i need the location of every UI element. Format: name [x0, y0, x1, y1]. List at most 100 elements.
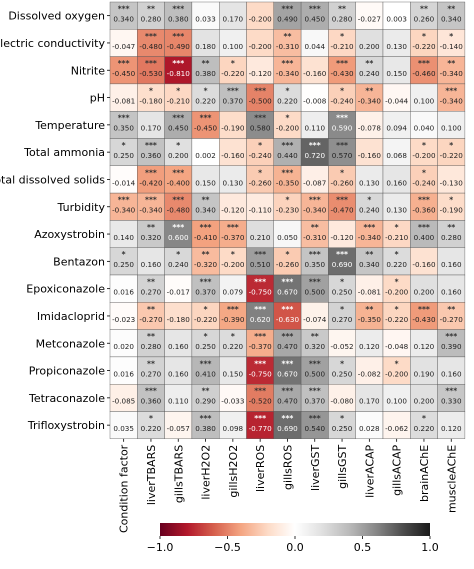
cell-value-label: 0.540	[304, 424, 325, 433]
heatmap-cell	[109, 165, 138, 194]
significance-stars: ***	[254, 250, 266, 259]
row-label: Epoxiconazole	[26, 283, 105, 296]
heatmap-cell	[300, 356, 329, 385]
significance-stars: **	[365, 250, 373, 259]
cell-value-label: 0.130	[223, 178, 244, 187]
cell-value-label: -0.160	[358, 151, 382, 160]
cell-value-label: 0.035	[113, 424, 134, 433]
significance-stars: *	[258, 141, 262, 150]
cell-value-label: 0.170	[223, 15, 244, 24]
heatmap-cell	[137, 1, 165, 30]
column-label: gillsH2O2	[227, 445, 240, 498]
heatmap-cell	[355, 83, 384, 112]
heatmap-cell	[246, 356, 274, 385]
heatmap-cell	[164, 29, 193, 57]
heatmap-cell	[410, 83, 438, 112]
heatmap-cell	[437, 83, 466, 112]
significance-stars: *	[285, 196, 289, 205]
cell-value-label: 0.020	[113, 342, 134, 351]
significance-stars: ***	[254, 114, 266, 123]
cell-value-label: 0.250	[113, 151, 134, 160]
cell-value-label: -0.110	[249, 206, 273, 215]
significance-stars: ***	[336, 59, 348, 68]
colorbar-tick-label: 0.5	[354, 541, 372, 554]
cell-value-label: 0.340	[113, 15, 134, 24]
significance-stars: *	[449, 196, 453, 205]
significance-stars: *	[340, 86, 344, 95]
heatmap-cell	[355, 138, 384, 166]
cell-value-label: -0.360	[412, 206, 436, 215]
heatmap-cell	[191, 29, 220, 57]
heatmap-cell	[137, 411, 165, 439]
cell-value-label: -0.120	[221, 206, 245, 215]
row-label: Metconazole	[36, 337, 106, 350]
cell-value-label: 0.190	[414, 369, 435, 378]
heatmap-cell	[328, 274, 356, 303]
cell-value-label: 0.670	[277, 288, 298, 297]
significance-stars: *	[422, 414, 426, 423]
heatmap-cell	[191, 220, 220, 248]
significance-stars: ***	[145, 59, 157, 68]
column-label: Condition factor	[118, 444, 131, 533]
cell-value-label: 0.210	[250, 233, 271, 242]
significance-stars: **	[147, 223, 155, 232]
heatmap-cell	[382, 192, 411, 221]
cell-value-label: 0.160	[168, 342, 189, 351]
cell-value-label: -0.340	[303, 206, 327, 215]
column-label: gillsTBARS	[172, 445, 185, 503]
heatmap-cell	[328, 356, 356, 385]
heatmap-cell	[191, 110, 220, 139]
cell-value-label: -0.260	[276, 260, 300, 269]
cell-value-label: 0.250	[113, 260, 134, 269]
heatmap-cell	[300, 220, 329, 248]
cell-value-label: -0.340	[440, 96, 464, 105]
cell-value-label: 0.200	[414, 288, 435, 297]
heatmap-cell	[437, 56, 466, 85]
cell-value-label: 0.110	[168, 397, 189, 406]
significance-stars: ***	[309, 141, 321, 150]
significance-stars: ***	[445, 387, 457, 396]
cell-value-label: 0.068	[386, 151, 407, 160]
heatmap-cell	[218, 29, 247, 57]
heatmap-cell	[191, 192, 220, 221]
cell-value-label: -0.630	[276, 315, 300, 324]
heatmap-cell	[191, 138, 220, 166]
cell-value-label: 0.320	[141, 233, 162, 242]
cell-value-label: -0.087	[303, 178, 326, 187]
significance-stars: ***	[418, 305, 430, 314]
cell-value-label: -0.470	[330, 206, 354, 215]
heatmap-cell	[437, 274, 466, 303]
significance-stars: ***	[118, 114, 130, 123]
heatmap-cell	[328, 83, 356, 112]
cell-value-label: -0.480	[139, 42, 163, 51]
heatmap-cell	[218, 138, 247, 166]
heatmap-cell	[410, 329, 438, 358]
cell-value-label: -0.220	[385, 315, 409, 324]
cell-value-label: 0.290	[195, 397, 216, 406]
significance-stars: ***	[200, 114, 212, 123]
cell-value-label: 0.580	[250, 124, 271, 133]
heatmap-cell	[218, 56, 247, 85]
heatmap-cell	[246, 165, 274, 194]
cell-value-label: -0.200	[385, 369, 409, 378]
significance-stars: ***	[282, 59, 294, 68]
heatmap-cell	[191, 1, 220, 30]
cell-value-label: -0.750	[249, 288, 273, 297]
significance-stars: *	[204, 86, 208, 95]
heatmap-cell	[328, 220, 356, 248]
column-label: brainAChE	[418, 445, 431, 502]
cell-value-label: 0.400	[414, 233, 435, 242]
heatmap-cell	[382, 302, 411, 330]
cell-value-label: 0.100	[223, 42, 244, 51]
cell-value-label: -0.120	[330, 233, 354, 242]
cell-value-label: -0.220	[412, 42, 436, 51]
heatmap-cell	[273, 29, 302, 57]
cell-value-label: 0.450	[304, 15, 325, 24]
heatmap-cell	[164, 56, 193, 85]
heatmap-cell	[437, 356, 466, 385]
heatmap-cell	[109, 220, 138, 248]
row-label: Azoxystrobin	[34, 228, 105, 241]
heatmap-cell	[191, 165, 220, 194]
colorbar-ticks: −1.0 −0.5 0.0 0.5 1.0	[147, 536, 439, 554]
